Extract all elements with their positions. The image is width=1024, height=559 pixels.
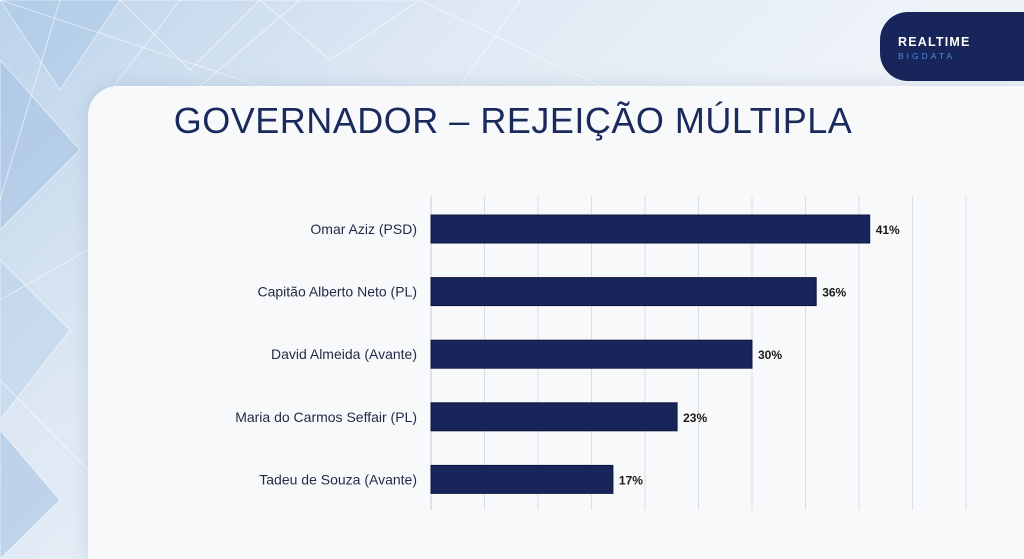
realtime-bigdata-logo: REALTIME BIGDATA bbox=[880, 12, 1024, 81]
bar bbox=[430, 402, 678, 432]
data-label: 41% bbox=[876, 223, 900, 237]
data-label: 30% bbox=[758, 348, 782, 362]
category-label: David Almeida (Avante) bbox=[271, 346, 417, 362]
bar bbox=[430, 214, 871, 244]
bar bbox=[430, 277, 817, 307]
data-label: 36% bbox=[822, 286, 846, 300]
bar bbox=[430, 339, 753, 369]
data-label: 17% bbox=[619, 473, 643, 487]
category-label: Capitão Alberto Neto (PL) bbox=[257, 284, 417, 300]
data-label: 23% bbox=[683, 411, 707, 425]
category-label: Maria do Carmos Seffair (PL) bbox=[235, 409, 417, 425]
logo-sub-text: BIGDATA bbox=[898, 51, 956, 61]
logo-main-text: REALTIME bbox=[898, 35, 971, 49]
category-label: Omar Aziz (PSD) bbox=[310, 221, 417, 237]
category-label: Tadeu de Souza (Avante) bbox=[259, 471, 417, 487]
bar bbox=[430, 464, 614, 494]
chart-title: GOVERNADOR – REJEIÇÃO MÚLTIPLA bbox=[173, 100, 853, 141]
